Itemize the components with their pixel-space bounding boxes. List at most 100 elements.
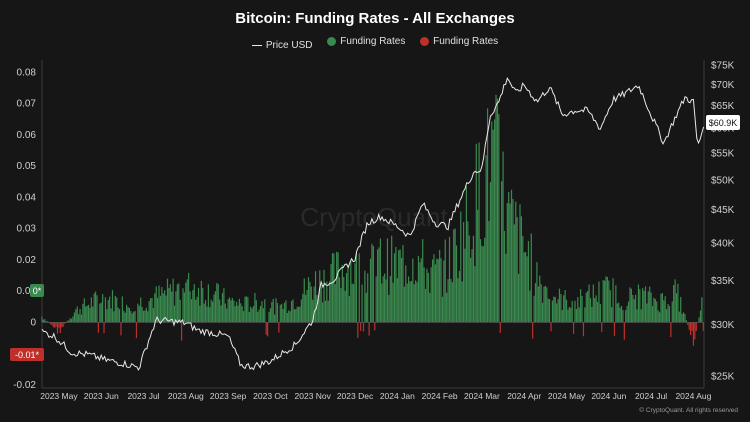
funding-bar (63, 322, 66, 324)
funding-bar (299, 306, 301, 323)
funding-bar (688, 322, 690, 330)
funding-bar (667, 303, 669, 323)
funding-bar (482, 246, 484, 323)
funding-bar (699, 310, 702, 323)
right-axis-tick: $30K (711, 320, 735, 331)
x-axis-tick: 2023 Sep (210, 391, 247, 401)
funding-bar (549, 299, 551, 323)
x-axis-tick: 2024 Jan (380, 391, 415, 401)
funding-bar (657, 310, 659, 323)
funding-bar (286, 312, 288, 323)
watermark-text: CryptoQuant (300, 202, 448, 232)
funding-bar (517, 273, 520, 323)
x-axis-tick: 2023 May (40, 391, 78, 401)
funding-bar (691, 322, 693, 331)
funding-bar (278, 322, 280, 333)
funding-bar (142, 310, 145, 323)
funding-bar (489, 182, 491, 323)
funding-bar (422, 239, 424, 323)
funding-bar (666, 309, 668, 323)
funding-bar (541, 302, 544, 323)
funding-bar (279, 304, 281, 323)
funding-bar (396, 278, 398, 323)
funding-bar (106, 309, 108, 323)
funding-bar (526, 256, 528, 323)
funding-bar (529, 290, 531, 323)
funding-bar (589, 298, 592, 323)
funding-bar (130, 310, 132, 323)
funding-bar (461, 281, 463, 323)
funding-bar (268, 311, 270, 323)
funding-bar (431, 259, 434, 323)
funding-bar (475, 143, 477, 323)
funding-bar (178, 283, 180, 323)
funding-bar (76, 306, 78, 323)
legend-item-price[interactable]: Price USD (251, 40, 313, 51)
funding-bar (470, 257, 472, 323)
funding-bar (374, 322, 376, 331)
funding-bar (134, 311, 136, 323)
funding-bar (55, 322, 57, 327)
funding-negative-marker-label: -0.01* (15, 350, 40, 360)
funding-bar (94, 291, 97, 323)
funding-bar (92, 306, 94, 323)
funding-bar (207, 284, 209, 323)
funding-bar (477, 209, 479, 323)
funding-bar (701, 297, 703, 323)
funding-bar (72, 316, 74, 323)
funding-bar (416, 282, 418, 323)
legend-label: Funding Rates (433, 36, 499, 47)
funding-bar (148, 301, 150, 323)
funding-bar (157, 297, 159, 323)
funding-bar (539, 275, 541, 323)
funding-bar (372, 246, 374, 323)
funding-bar (306, 290, 308, 323)
funding-bar (90, 297, 92, 323)
funding-bar (159, 295, 162, 323)
funding-bar (375, 276, 377, 323)
funding-bar (364, 270, 366, 323)
funding-bar (393, 253, 396, 323)
funding-bar (313, 286, 315, 323)
funding-bar (454, 228, 456, 323)
funding-bar (557, 299, 559, 323)
funding-bar (213, 294, 215, 323)
funding-bar (584, 307, 586, 323)
funding-bar (235, 301, 238, 323)
funding-bar (636, 309, 638, 323)
funding-bar (567, 309, 569, 323)
left-axis-tick: 0 (30, 317, 36, 328)
x-axis-tick: 2024 Apr (507, 391, 541, 401)
funding-bar (58, 322, 60, 328)
funding-bar (660, 293, 662, 323)
funding-bar (151, 297, 153, 323)
funding-bar (582, 322, 585, 337)
price-last-marker-bg (706, 115, 740, 130)
funding-bar (133, 311, 135, 323)
funding-bar (238, 298, 240, 323)
funding-bar (646, 303, 648, 323)
funding-bar (674, 279, 676, 323)
funding-bar (575, 308, 577, 323)
funding-bar (437, 259, 439, 323)
funding-bar (231, 297, 233, 323)
funding-bar (695, 322, 697, 332)
funding-bar (560, 294, 562, 323)
funding-bar (295, 309, 297, 323)
funding-bar (243, 311, 245, 323)
funding-bar (217, 284, 219, 323)
funding-bar (611, 307, 613, 323)
legend-item-funding-negative[interactable]: Funding Rates (420, 36, 498, 47)
funding-bar (495, 94, 497, 323)
funding-bar (355, 252, 358, 323)
funding-bar (248, 311, 250, 323)
funding-bar (649, 286, 651, 323)
funding-bar (677, 283, 679, 323)
left-axis-tick: -0.02 (13, 380, 36, 391)
price-line (41, 76, 705, 371)
legend-item-funding-positive[interactable]: Funding Rates (327, 36, 405, 47)
right-axis-tick: $65K (711, 101, 735, 112)
funding-bar (78, 314, 80, 323)
funding-bar (687, 322, 689, 325)
